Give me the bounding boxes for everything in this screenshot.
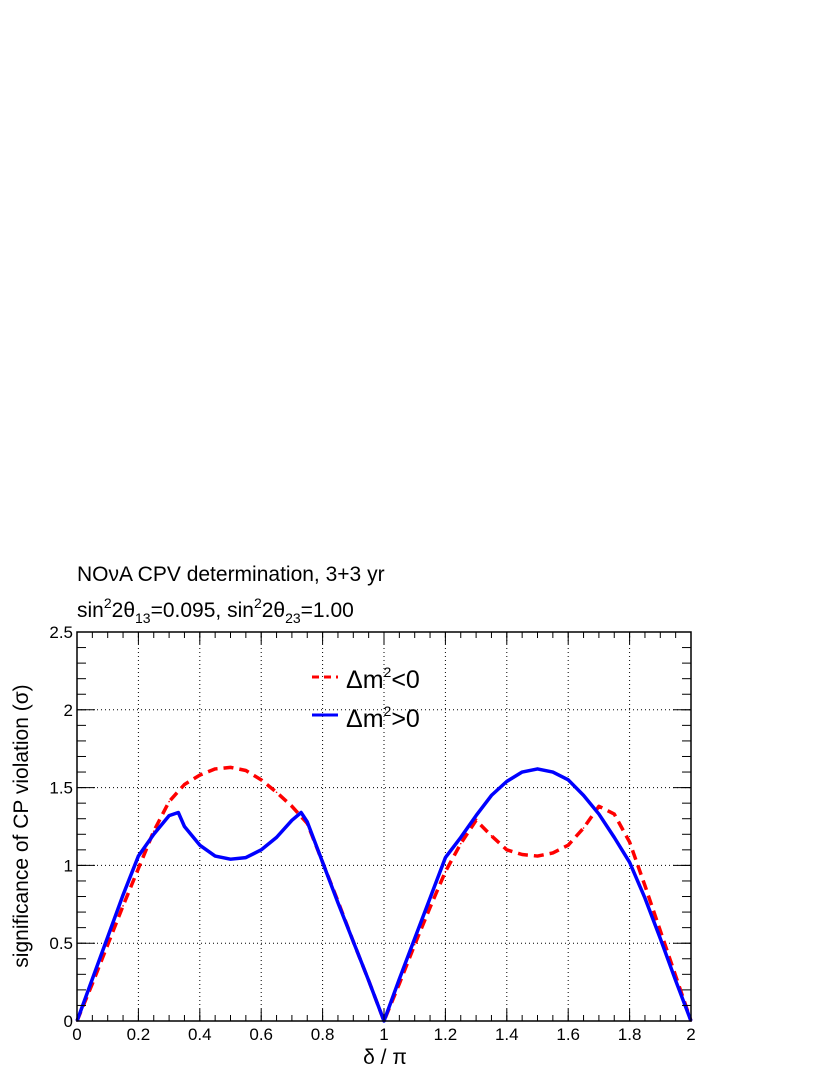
data-point <box>536 855 539 857</box>
data-point <box>506 780 508 783</box>
data-point <box>429 897 431 899</box>
data-point <box>291 805 293 808</box>
x-tick-label: 1 <box>379 1025 388 1044</box>
data-point <box>475 814 477 817</box>
data-point <box>352 940 355 943</box>
data-point <box>168 800 170 803</box>
data-point <box>275 791 278 794</box>
x-tick-label: 1.4 <box>495 1025 519 1044</box>
data-point <box>137 855 140 857</box>
data-point <box>122 894 124 896</box>
y-tick-labels: 0 0.5 1 1.5 2 2.5 <box>49 623 73 1031</box>
series-layer <box>75 765 693 1023</box>
data-point <box>199 774 201 776</box>
data-point <box>245 856 247 859</box>
data-point <box>300 811 302 814</box>
data-point <box>644 897 646 899</box>
y-tick-label: 1.5 <box>49 779 73 798</box>
data-point <box>214 768 216 770</box>
data-point <box>122 905 124 907</box>
data-point <box>674 979 677 982</box>
data-point <box>475 819 477 822</box>
y-tick-label: 1 <box>64 856 73 875</box>
data-point <box>444 856 447 859</box>
y-axis-label: significance of CP violation (σ) <box>10 684 33 967</box>
data-point <box>275 836 278 839</box>
y-tick-label: 2 <box>64 701 73 720</box>
data-point <box>552 852 554 854</box>
x-tick-label: 1.2 <box>434 1025 458 1044</box>
x-tick-label: 2 <box>686 1025 695 1044</box>
data-point <box>659 937 662 940</box>
chart-title-line2: sin22θ13=0.095, sin22θ23=1.00 <box>77 595 354 626</box>
data-point <box>521 853 523 856</box>
data-point <box>168 814 170 817</box>
axis-ticks <box>76 631 692 1022</box>
data-point <box>260 849 263 851</box>
data-point <box>229 766 232 769</box>
x-tick-label: 0.2 <box>127 1025 151 1044</box>
x-tick-label: 0 <box>72 1025 81 1044</box>
data-point <box>598 805 600 808</box>
data-point <box>521 771 523 773</box>
data-point <box>229 858 232 860</box>
data-point <box>398 978 401 980</box>
data-point <box>628 861 631 864</box>
data-point <box>245 769 247 772</box>
data-point <box>552 771 554 773</box>
data-point <box>177 811 180 814</box>
grid-lines <box>77 632 691 1021</box>
series-line-dm2-negative <box>75 765 693 1023</box>
data-point <box>628 841 631 843</box>
y-tick-label: 2.5 <box>49 623 73 642</box>
data-point <box>582 827 585 829</box>
legend-label-negative: Δm2<0 <box>346 664 420 694</box>
y-tick-label: 0 <box>64 1012 73 1031</box>
x-tick-label: 0.8 <box>311 1025 335 1044</box>
x-tick-label: 1.6 <box>556 1025 580 1044</box>
data-point <box>567 779 569 781</box>
y-tick-label: 0.5 <box>49 934 73 953</box>
x-tick-labels: 0 0.2 0.4 0.6 0.8 1 1.2 1.4 1.6 1.8 2 <box>72 1025 695 1044</box>
data-point <box>613 813 616 815</box>
data-point <box>490 835 493 837</box>
data-point <box>613 836 616 839</box>
data-point <box>429 906 431 909</box>
data-point <box>214 855 216 857</box>
data-point <box>152 833 155 836</box>
x-axis-label: δ / π <box>363 1046 407 1069</box>
data-point <box>582 794 585 797</box>
data-point <box>183 783 186 786</box>
data-point <box>91 978 94 980</box>
data-point <box>490 794 493 797</box>
x-tick-label: 1.8 <box>618 1025 642 1044</box>
data-point <box>444 870 447 873</box>
data-point <box>199 844 201 846</box>
data-point <box>506 849 508 851</box>
data-point <box>106 936 109 938</box>
data-point <box>598 813 600 815</box>
data-point <box>459 842 462 845</box>
data-point <box>367 979 370 982</box>
chart-title-line1: NOνA CPV determination, 3+3 yr <box>77 563 385 586</box>
x-tick-label: 0.6 <box>249 1025 273 1044</box>
data-point <box>459 836 462 839</box>
legend-label-positive: Δm2>0 <box>346 703 420 733</box>
data-point <box>567 844 569 846</box>
data-point <box>291 819 293 822</box>
x-tick-label: 0.4 <box>188 1025 212 1044</box>
data-point <box>106 943 109 946</box>
data-point <box>260 779 263 781</box>
data-point <box>183 825 186 828</box>
data-point <box>321 861 324 864</box>
data-point <box>536 768 539 770</box>
data-point <box>306 821 309 823</box>
data-point <box>644 884 646 887</box>
data-point <box>337 901 339 904</box>
legend: Δm2<0 Δm2>0 <box>312 664 420 733</box>
data-point <box>413 937 416 940</box>
data-point <box>659 929 662 932</box>
data-point <box>137 867 140 870</box>
